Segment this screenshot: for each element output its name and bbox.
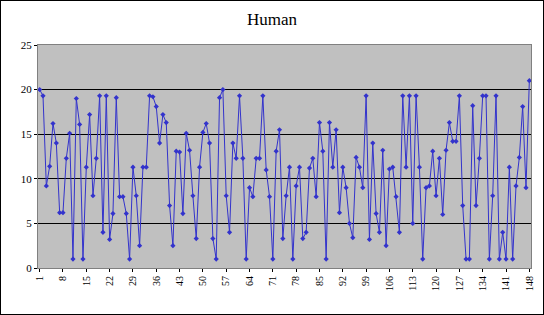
- svg-text:141: 141: [500, 276, 511, 291]
- svg-text:29: 29: [127, 276, 138, 286]
- svg-text:25: 25: [21, 39, 33, 51]
- svg-text:15: 15: [81, 276, 92, 286]
- svg-text:113: 113: [407, 276, 418, 291]
- svg-text:127: 127: [454, 276, 465, 291]
- svg-text:106: 106: [384, 276, 395, 291]
- svg-text:8: 8: [57, 276, 68, 281]
- svg-text:15: 15: [21, 128, 33, 140]
- svg-text:99: 99: [360, 276, 371, 286]
- svg-text:92: 92: [337, 276, 348, 286]
- svg-text:64: 64: [244, 276, 255, 286]
- svg-text:Human: Human: [247, 10, 298, 29]
- svg-text:57: 57: [220, 276, 231, 286]
- svg-text:148: 148: [524, 276, 535, 291]
- svg-text:85: 85: [314, 276, 325, 286]
- svg-text:43: 43: [174, 276, 185, 286]
- svg-text:1: 1: [34, 276, 45, 281]
- svg-text:71: 71: [267, 276, 278, 286]
- svg-text:20: 20: [21, 83, 33, 95]
- svg-text:36: 36: [151, 276, 162, 286]
- svg-text:134: 134: [477, 276, 488, 291]
- svg-text:10: 10: [21, 173, 33, 185]
- svg-text:5: 5: [26, 217, 32, 229]
- svg-text:50: 50: [197, 276, 208, 286]
- svg-text:0: 0: [26, 262, 32, 274]
- svg-text:78: 78: [290, 276, 301, 286]
- svg-text:22: 22: [104, 276, 115, 286]
- svg-text:120: 120: [430, 276, 441, 291]
